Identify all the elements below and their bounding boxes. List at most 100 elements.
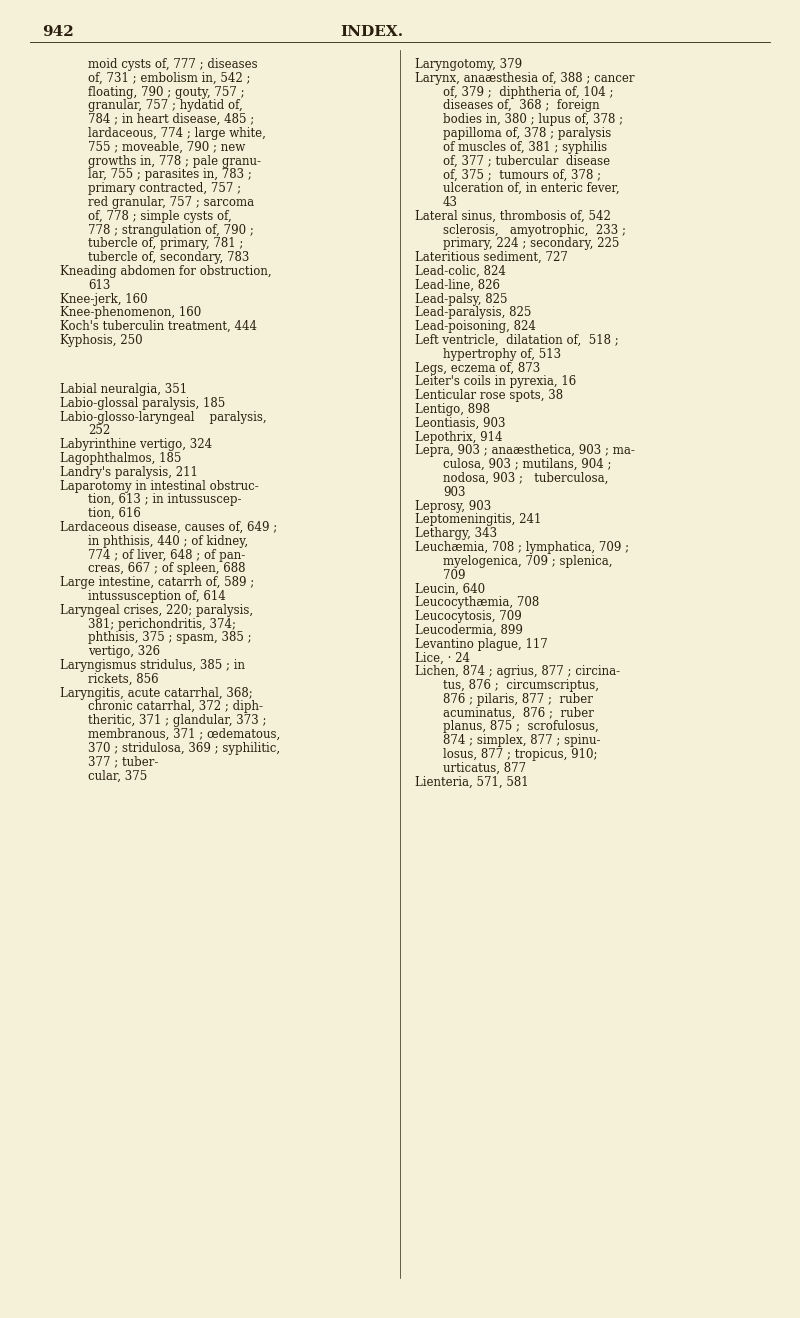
Text: Labyrinthine vertigo, 324: Labyrinthine vertigo, 324 xyxy=(60,438,212,451)
Text: Labio-glossal paralysis, 185: Labio-glossal paralysis, 185 xyxy=(60,397,226,410)
Text: 43: 43 xyxy=(443,196,458,210)
Text: Lead-line, 826: Lead-line, 826 xyxy=(415,279,500,291)
Text: in phthisis, 440 ; of kidney,: in phthisis, 440 ; of kidney, xyxy=(88,535,248,548)
Text: myelogenica, 709 ; splenica,: myelogenica, 709 ; splenica, xyxy=(443,555,613,568)
Text: phthisis, 375 ; spasm, 385 ;: phthisis, 375 ; spasm, 385 ; xyxy=(88,631,252,645)
Text: Levantino plague, 117: Levantino plague, 117 xyxy=(415,638,548,651)
Text: 377 ; tuber-: 377 ; tuber- xyxy=(88,755,158,768)
Text: floating, 790 ; gouty, 757 ;: floating, 790 ; gouty, 757 ; xyxy=(88,86,245,99)
Text: lardaceous, 774 ; large white,: lardaceous, 774 ; large white, xyxy=(88,127,266,140)
Text: Laryngismus stridulus, 385 ; in: Laryngismus stridulus, 385 ; in xyxy=(60,659,245,672)
Text: papilloma of, 378 ; paralysis: papilloma of, 378 ; paralysis xyxy=(443,127,611,140)
Text: Knee-jerk, 160: Knee-jerk, 160 xyxy=(60,293,148,306)
Text: Lice, · 24: Lice, · 24 xyxy=(415,651,470,664)
Text: red granular, 757 ; sarcoma: red granular, 757 ; sarcoma xyxy=(88,196,254,210)
Text: Knee-phenomenon, 160: Knee-phenomenon, 160 xyxy=(60,306,202,319)
Text: primary contracted, 757 ;: primary contracted, 757 ; xyxy=(88,182,241,195)
Text: Laryngitis, acute catarrhal, 368;: Laryngitis, acute catarrhal, 368; xyxy=(60,687,253,700)
Text: ulceration of, in enteric fever,: ulceration of, in enteric fever, xyxy=(443,182,620,195)
Text: sclerosis,   amyotrophic,  233 ;: sclerosis, amyotrophic, 233 ; xyxy=(443,224,626,237)
Text: growths in, 778 ; pale granu-: growths in, 778 ; pale granu- xyxy=(88,154,261,167)
Text: 755 ; moveable, 790 ; new: 755 ; moveable, 790 ; new xyxy=(88,141,246,154)
Text: Lateritious sediment, 727: Lateritious sediment, 727 xyxy=(415,252,568,264)
Text: Leucin, 640: Leucin, 640 xyxy=(415,583,485,596)
Text: 709: 709 xyxy=(443,568,466,581)
Text: Lentigo, 898: Lentigo, 898 xyxy=(415,403,490,416)
Text: Lead-paralysis, 825: Lead-paralysis, 825 xyxy=(415,306,531,319)
Text: Leucodermia, 899: Leucodermia, 899 xyxy=(415,623,523,637)
Text: 774 ; of liver, 648 ; of pan-: 774 ; of liver, 648 ; of pan- xyxy=(88,548,246,561)
Text: 876 ; pilaris, 877 ;  ruber: 876 ; pilaris, 877 ; ruber xyxy=(443,693,593,706)
Text: Lienteria, 571, 581: Lienteria, 571, 581 xyxy=(415,775,529,788)
Text: culosa, 903 ; mutilans, 904 ;: culosa, 903 ; mutilans, 904 ; xyxy=(443,459,611,472)
Text: Lead-colic, 824: Lead-colic, 824 xyxy=(415,265,506,278)
Text: Laparotomy in intestinal obstruc-: Laparotomy in intestinal obstruc- xyxy=(60,480,258,493)
Text: Lagophthalmos, 185: Lagophthalmos, 185 xyxy=(60,452,182,465)
Text: tubercle of, secondary, 783: tubercle of, secondary, 783 xyxy=(88,252,250,264)
Text: Leontiasis, 903: Leontiasis, 903 xyxy=(415,416,506,430)
Text: Landry's paralysis, 211: Landry's paralysis, 211 xyxy=(60,465,198,478)
Text: Leucocythæmia, 708: Leucocythæmia, 708 xyxy=(415,596,539,609)
Text: Labio-glosso-laryngeal    paralysis,: Labio-glosso-laryngeal paralysis, xyxy=(60,411,266,423)
Text: Leiter's coils in pyrexia, 16: Leiter's coils in pyrexia, 16 xyxy=(415,376,576,389)
Text: vertigo, 326: vertigo, 326 xyxy=(88,646,160,658)
Text: Lethargy, 343: Lethargy, 343 xyxy=(415,527,497,540)
Text: 903: 903 xyxy=(443,486,466,498)
Text: theritic, 371 ; glandular, 373 ;: theritic, 371 ; glandular, 373 ; xyxy=(88,714,266,728)
Text: tubercle of, primary, 781 ;: tubercle of, primary, 781 ; xyxy=(88,237,243,250)
Text: 874 ; simplex, 877 ; spinu-: 874 ; simplex, 877 ; spinu- xyxy=(443,734,601,747)
Text: primary, 224 ; secondary, 225: primary, 224 ; secondary, 225 xyxy=(443,237,619,250)
Text: 370 ; stridulosa, 369 ; syphilitic,: 370 ; stridulosa, 369 ; syphilitic, xyxy=(88,742,280,755)
Text: lar, 755 ; parasites in, 783 ;: lar, 755 ; parasites in, 783 ; xyxy=(88,169,252,182)
Text: chronic catarrhal, 372 ; diph-: chronic catarrhal, 372 ; diph- xyxy=(88,700,263,713)
Text: of, 379 ;  diphtheria of, 104 ;: of, 379 ; diphtheria of, 104 ; xyxy=(443,86,614,99)
Text: INDEX.: INDEX. xyxy=(340,25,403,40)
Text: planus, 875 ;  scrofulosus,: planus, 875 ; scrofulosus, xyxy=(443,721,598,733)
Text: granular, 757 ; hydatid of,: granular, 757 ; hydatid of, xyxy=(88,99,242,112)
Text: of, 778 ; simple cysts of,: of, 778 ; simple cysts of, xyxy=(88,210,232,223)
Text: of, 375 ;  tumours of, 378 ;: of, 375 ; tumours of, 378 ; xyxy=(443,169,601,182)
Text: tion, 613 ; in intussuscep-: tion, 613 ; in intussuscep- xyxy=(88,493,242,506)
Text: Koch's tuberculin treatment, 444: Koch's tuberculin treatment, 444 xyxy=(60,320,257,333)
Text: Kyphosis, 250: Kyphosis, 250 xyxy=(60,333,142,347)
Text: of, 377 ; tubercular  disease: of, 377 ; tubercular disease xyxy=(443,154,610,167)
Text: Larynx, anaæsthesia of, 388 ; cancer: Larynx, anaæsthesia of, 388 ; cancer xyxy=(415,71,634,84)
Text: tion, 616: tion, 616 xyxy=(88,507,141,521)
Text: hypertrophy of, 513: hypertrophy of, 513 xyxy=(443,348,561,361)
Text: Large intestine, catarrh of, 589 ;: Large intestine, catarrh of, 589 ; xyxy=(60,576,254,589)
Text: intussusception of, 614: intussusception of, 614 xyxy=(88,590,226,604)
Text: rickets, 856: rickets, 856 xyxy=(88,672,158,685)
Text: 613: 613 xyxy=(88,279,110,291)
Text: tus, 876 ;  circumscriptus,: tus, 876 ; circumscriptus, xyxy=(443,679,599,692)
Text: Lead-poisoning, 824: Lead-poisoning, 824 xyxy=(415,320,536,333)
Text: Lateral sinus, thrombosis of, 542: Lateral sinus, thrombosis of, 542 xyxy=(415,210,611,223)
Text: 381; perichondritis, 374;: 381; perichondritis, 374; xyxy=(88,618,236,630)
Text: Leucocytosis, 709: Leucocytosis, 709 xyxy=(415,610,522,623)
Text: Legs, eczema of, 873: Legs, eczema of, 873 xyxy=(415,361,540,374)
Text: Laryngeal crises, 220; paralysis,: Laryngeal crises, 220; paralysis, xyxy=(60,604,253,617)
Text: of, 731 ; embolism in, 542 ;: of, 731 ; embolism in, 542 ; xyxy=(88,71,250,84)
Text: Lardaceous disease, causes of, 649 ;: Lardaceous disease, causes of, 649 ; xyxy=(60,521,278,534)
Text: 252: 252 xyxy=(88,424,110,438)
Text: Labial neuralgia, 351: Labial neuralgia, 351 xyxy=(60,384,187,395)
Text: Lepothrix, 914: Lepothrix, 914 xyxy=(415,431,502,444)
Text: Leptomeningitis, 241: Leptomeningitis, 241 xyxy=(415,514,542,526)
Text: losus, 877 ; tropicus, 910;: losus, 877 ; tropicus, 910; xyxy=(443,749,598,760)
Text: Kneading abdomen for obstruction,: Kneading abdomen for obstruction, xyxy=(60,265,272,278)
Text: moid cysts of, 777 ; diseases: moid cysts of, 777 ; diseases xyxy=(88,58,258,71)
Text: nodosa, 903 ;   tuberculosa,: nodosa, 903 ; tuberculosa, xyxy=(443,472,608,485)
Text: acuminatus,  876 ;  ruber: acuminatus, 876 ; ruber xyxy=(443,706,594,720)
Text: Leuchæmia, 708 ; lymphatica, 709 ;: Leuchæmia, 708 ; lymphatica, 709 ; xyxy=(415,540,629,554)
Text: bodies in, 380 ; lupus of, 378 ;: bodies in, 380 ; lupus of, 378 ; xyxy=(443,113,623,127)
Text: membranous, 371 ; œdematous,: membranous, 371 ; œdematous, xyxy=(88,728,280,741)
Text: of muscles of, 381 ; syphilis: of muscles of, 381 ; syphilis xyxy=(443,141,607,154)
Text: Laryngotomy, 379: Laryngotomy, 379 xyxy=(415,58,522,71)
Text: Lichen, 874 ; agrius, 877 ; circina-: Lichen, 874 ; agrius, 877 ; circina- xyxy=(415,666,620,679)
Text: Lenticular rose spots, 38: Lenticular rose spots, 38 xyxy=(415,389,563,402)
Text: 784 ; in heart disease, 485 ;: 784 ; in heart disease, 485 ; xyxy=(88,113,254,127)
Text: diseases of,  368 ;  foreign: diseases of, 368 ; foreign xyxy=(443,99,600,112)
Text: Leprosy, 903: Leprosy, 903 xyxy=(415,500,491,513)
Text: creas, 667 ; of spleen, 688: creas, 667 ; of spleen, 688 xyxy=(88,563,246,576)
Text: Left ventricle,  dilatation of,  518 ;: Left ventricle, dilatation of, 518 ; xyxy=(415,333,618,347)
Text: cular, 375: cular, 375 xyxy=(88,770,147,783)
